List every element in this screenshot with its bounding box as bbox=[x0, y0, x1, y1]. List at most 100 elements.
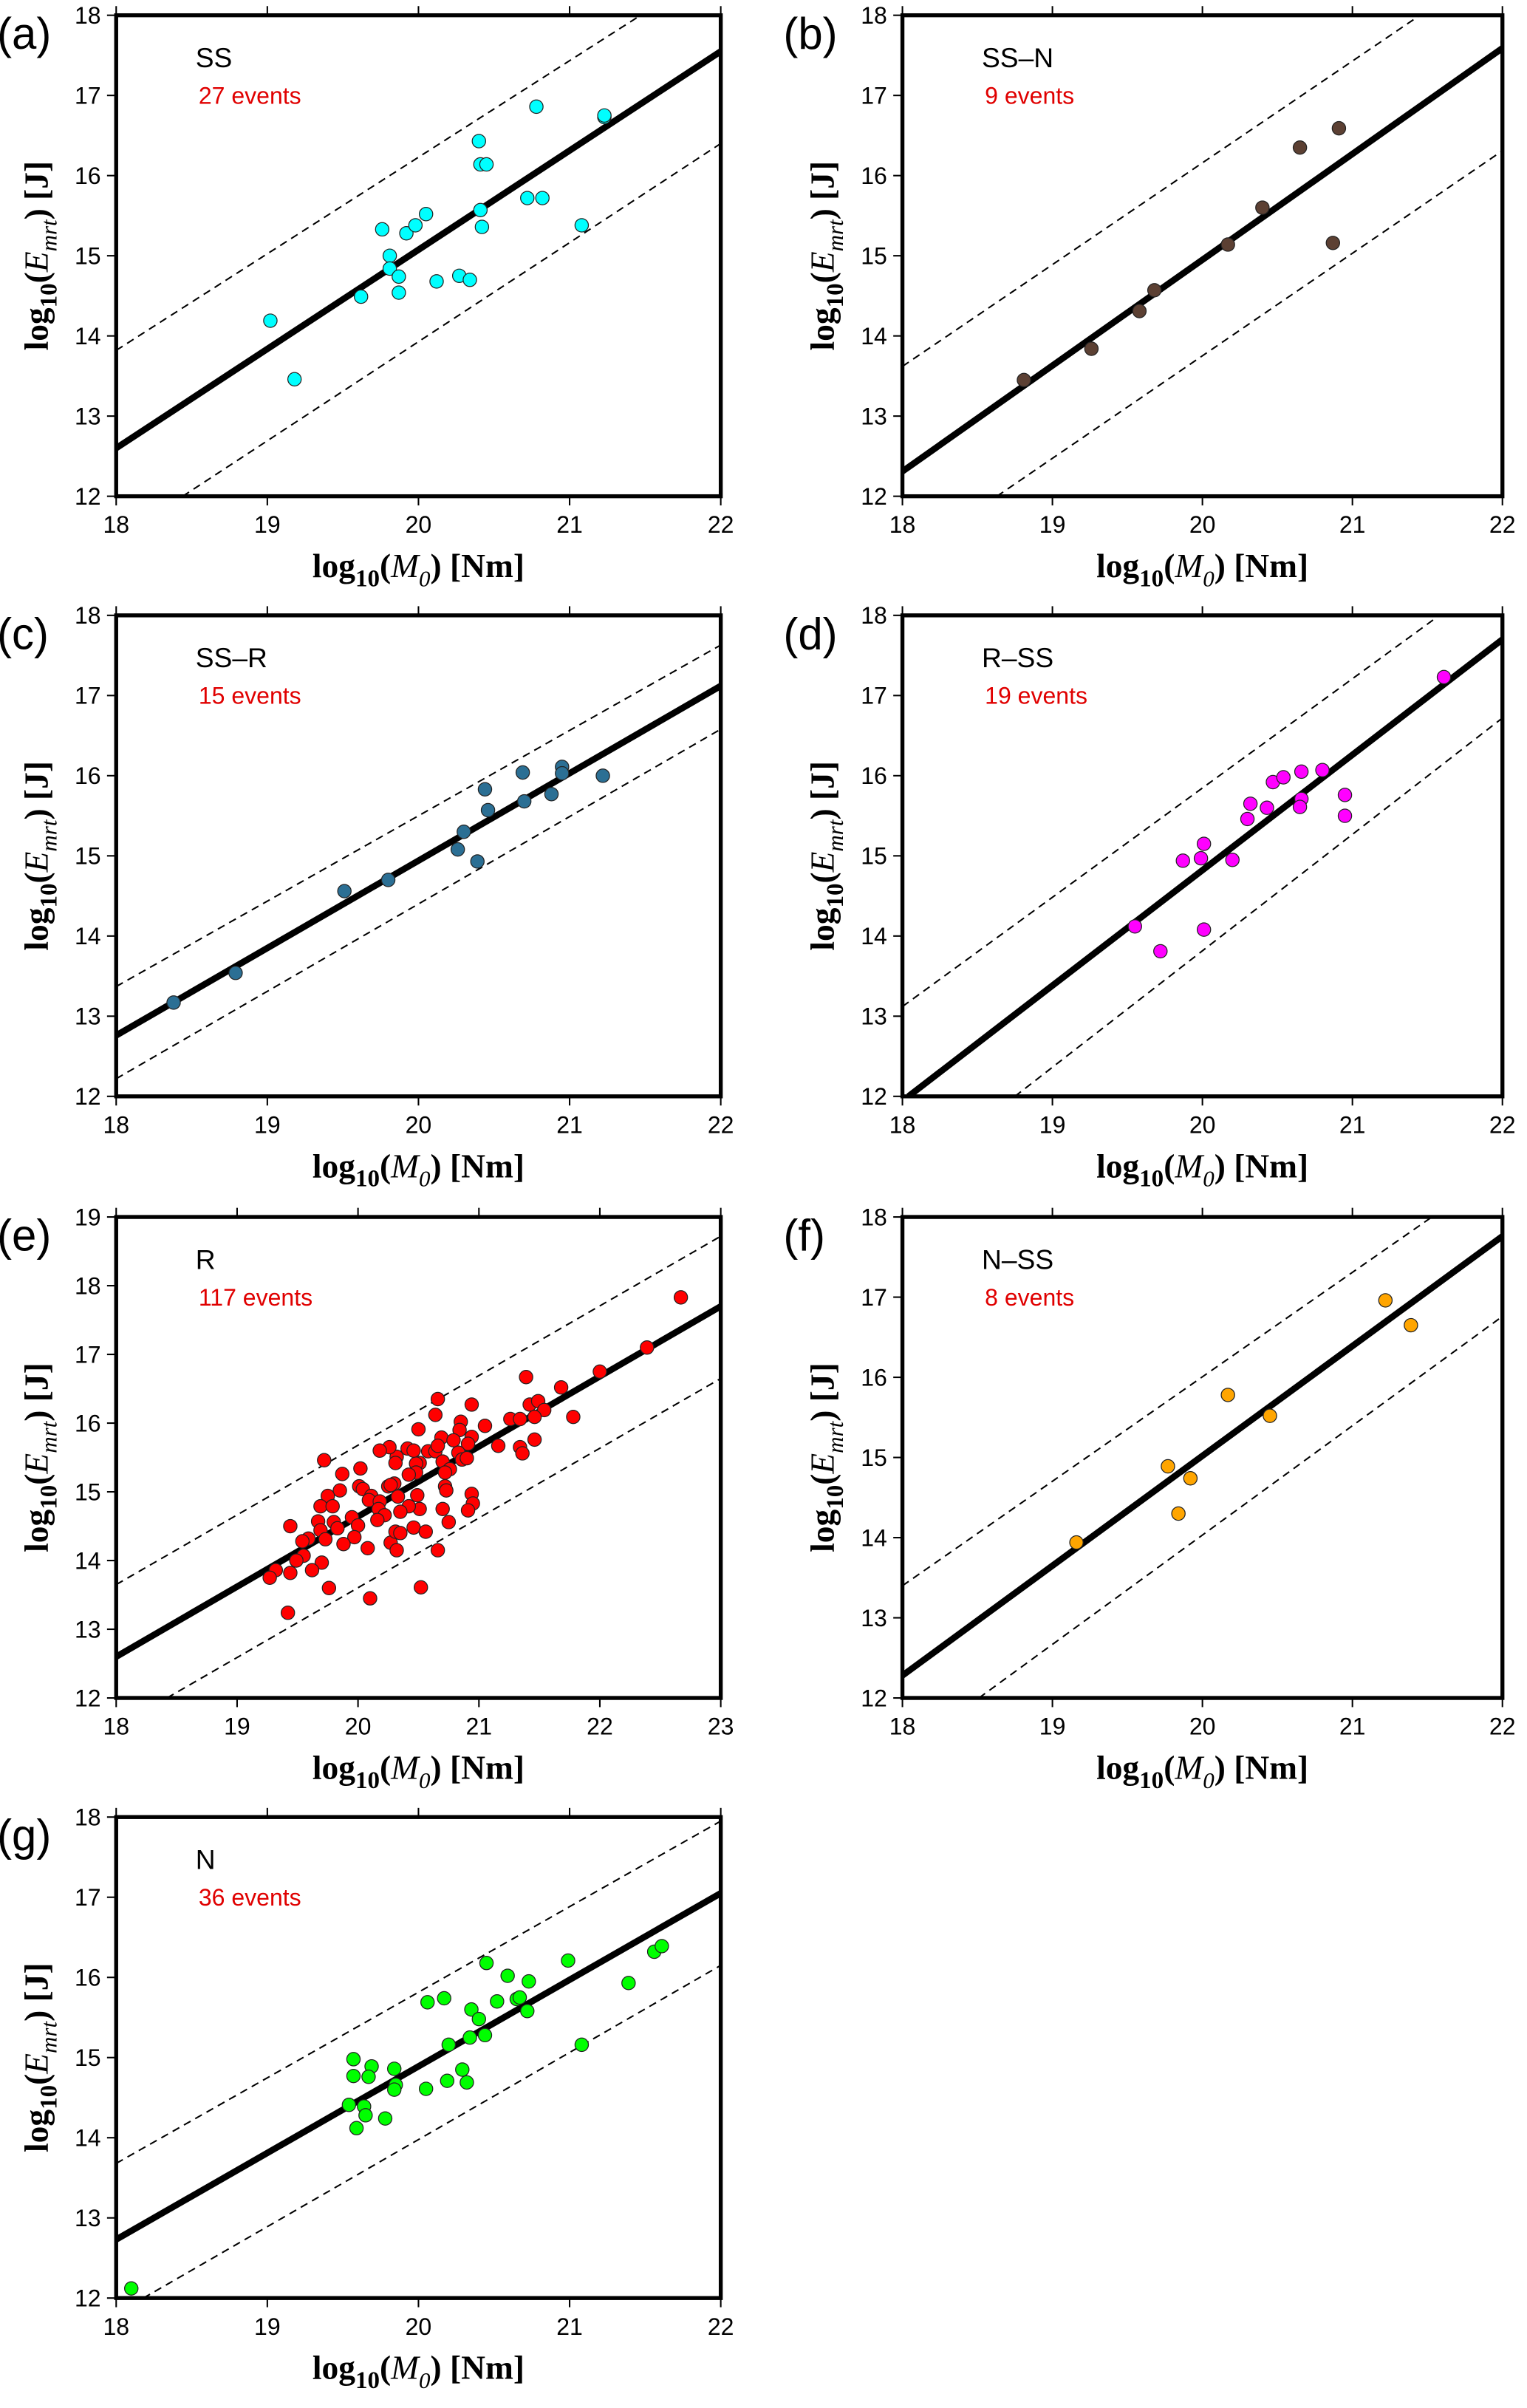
data-point bbox=[353, 289, 369, 304]
data-point bbox=[318, 1532, 333, 1546]
x-tick-label: 20 bbox=[406, 511, 432, 538]
data-point bbox=[370, 1512, 385, 1527]
data-point bbox=[464, 1397, 479, 1412]
data-point bbox=[360, 1541, 375, 1556]
data-point bbox=[1292, 140, 1308, 155]
y-tick-label: 17 bbox=[861, 683, 887, 709]
event-count: 9 events bbox=[985, 83, 1074, 109]
axis-label-part: log bbox=[1096, 547, 1139, 584]
data-point bbox=[490, 1994, 505, 2009]
axis-label-part: M bbox=[390, 2349, 420, 2387]
data-point bbox=[1292, 799, 1308, 814]
data-point bbox=[346, 2068, 361, 2084]
data-point bbox=[473, 202, 488, 218]
axis-label-part: ( bbox=[17, 872, 55, 883]
axis-label-part: ( bbox=[17, 2074, 55, 2085]
x-axis-label: log10(M0) [Nm] bbox=[312, 1147, 525, 1192]
upper-bound-line bbox=[116, 644, 721, 988]
data-point bbox=[430, 1439, 445, 1453]
axis-label-part: ) [J] bbox=[804, 161, 841, 219]
fit-line bbox=[902, 45, 1503, 474]
y-tick-label: 13 bbox=[861, 1003, 887, 1030]
data-point bbox=[640, 1340, 655, 1355]
data-point bbox=[1294, 764, 1309, 780]
data-point bbox=[1243, 797, 1258, 811]
data-point bbox=[330, 1521, 345, 1536]
axis-label-part: ) [Nm] bbox=[431, 1749, 525, 1787]
plot-area bbox=[116, 15, 721, 497]
upper-bound-line bbox=[902, 15, 1421, 367]
axis-label-part: log bbox=[17, 307, 55, 350]
y-axis-label: log10(Emrt) [J] bbox=[17, 1962, 62, 2152]
panel-label: (b) bbox=[783, 9, 837, 58]
data-point bbox=[321, 1580, 337, 1595]
data-point bbox=[388, 1456, 403, 1470]
data-point bbox=[392, 285, 406, 300]
panel-label: (a) bbox=[0, 9, 51, 58]
upper-bound-line bbox=[902, 615, 1441, 1008]
panel-label: (d) bbox=[783, 609, 837, 658]
data-point bbox=[410, 1487, 425, 1503]
y-tick-label: 14 bbox=[75, 1547, 101, 1574]
data-point bbox=[1153, 944, 1168, 959]
data-point bbox=[474, 219, 490, 234]
data-point bbox=[393, 1504, 408, 1519]
x-tick-label: 22 bbox=[587, 1713, 613, 1740]
y-tick-label: 15 bbox=[75, 243, 101, 270]
data-point bbox=[429, 274, 444, 289]
axis-label-part: log bbox=[312, 1147, 355, 1184]
data-point bbox=[520, 191, 535, 205]
data-point bbox=[462, 272, 477, 287]
y-tick-label: 17 bbox=[75, 683, 101, 709]
y-axis-label: log10(Emrt) [J] bbox=[17, 1362, 62, 1552]
axis-label-part: log bbox=[17, 1509, 55, 1552]
data-point bbox=[450, 842, 465, 857]
data-point bbox=[411, 1422, 426, 1437]
axis-label-part: ( bbox=[804, 272, 841, 283]
data-point bbox=[480, 802, 496, 818]
data-point bbox=[392, 269, 406, 284]
axis-label-part: ( bbox=[804, 1474, 841, 1485]
data-point bbox=[283, 1566, 298, 1580]
data-point bbox=[464, 2002, 479, 2017]
data-point bbox=[383, 1478, 398, 1493]
plot-area bbox=[116, 1235, 721, 1699]
data-point bbox=[553, 1379, 569, 1395]
panel-c: 18 19 20 21 22 12 13 14 15 16 17 18 (c) SS–R 15 events… bbox=[0, 602, 734, 1193]
x-tick-label: 20 bbox=[1189, 511, 1216, 538]
data-point bbox=[382, 261, 397, 276]
x-tick-label: 18 bbox=[889, 1111, 916, 1138]
data-point bbox=[387, 2082, 402, 2097]
data-point bbox=[349, 2121, 364, 2135]
axis-label-part: ( bbox=[1164, 1749, 1175, 1787]
data-point bbox=[1127, 919, 1142, 934]
panel-e: 18 19 20 21 22 23 12 13 14 15 16 17 18 19 (e) R 117 even… bbox=[0, 1204, 734, 1794]
data-point bbox=[477, 1419, 493, 1433]
axis-label-part: 10 bbox=[822, 1485, 849, 1510]
y-tick-label: 15 bbox=[861, 243, 887, 270]
data-point bbox=[462, 2030, 477, 2045]
data-point bbox=[574, 218, 590, 233]
data-point bbox=[527, 1432, 542, 1447]
y-axis-label: log10(Emrt) [J] bbox=[17, 761, 62, 951]
axis-label-part: E bbox=[804, 851, 841, 873]
x-tick-label: 22 bbox=[708, 2313, 734, 2340]
data-point bbox=[1331, 120, 1347, 136]
y-tick-label: 16 bbox=[75, 763, 101, 789]
plot-area bbox=[902, 1217, 1503, 1699]
data-point bbox=[437, 1465, 453, 1480]
axis-label-part: ( bbox=[804, 872, 841, 883]
axis-label-part: log bbox=[312, 1749, 355, 1787]
y-axis-label: log10(Emrt) [J] bbox=[17, 161, 62, 351]
data-point bbox=[1220, 237, 1235, 252]
data-point bbox=[124, 2281, 139, 2296]
axis-label-part: ) [Nm] bbox=[431, 547, 525, 584]
y-tick-label: 15 bbox=[75, 843, 101, 870]
axis-label-part: M bbox=[1174, 547, 1204, 584]
data-point bbox=[262, 1570, 277, 1586]
axis-label-part: M bbox=[1174, 1749, 1204, 1787]
y-tick-label: 15 bbox=[861, 1445, 887, 1471]
axis-label-part: mrt bbox=[822, 219, 848, 251]
data-point bbox=[428, 1408, 443, 1422]
x-tick-label: 18 bbox=[889, 1713, 916, 1740]
